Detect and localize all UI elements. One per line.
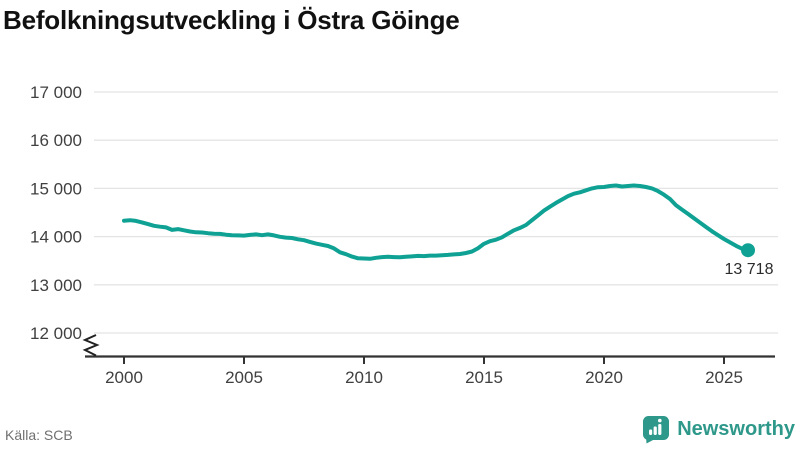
y-tick-label: 14 000 [30, 228, 82, 247]
y-tick-label: 17 000 [30, 83, 82, 102]
x-tick-label: 2000 [105, 368, 143, 387]
x-tick-label: 2005 [225, 368, 263, 387]
brand-name: Newsworthy [677, 418, 795, 440]
y-tick-label: 16 000 [30, 131, 82, 150]
last-value-label: 13 718 [725, 261, 774, 278]
x-tick-label: 2010 [345, 368, 383, 387]
series-end-dot [741, 243, 755, 258]
y-tick-label: 12 000 [30, 324, 82, 343]
x-tick-label: 2015 [465, 368, 503, 387]
chart-title: Befolkningsutveckling i Östra Göinge [3, 5, 460, 35]
population-series-line [122, 183, 750, 261]
y-tick-label: 13 000 [30, 276, 82, 295]
source-label: Källa: SCB [5, 427, 73, 443]
newsworthy-icon [643, 416, 670, 444]
y-tick-label: 15 000 [30, 179, 82, 198]
y-axis-break-icon [82, 334, 100, 357]
newsworthy-logo[interactable]: Newsworthy [642, 415, 795, 444]
x-tick-label: 2020 [585, 368, 623, 387]
x-tick-label: 2025 [705, 368, 743, 387]
